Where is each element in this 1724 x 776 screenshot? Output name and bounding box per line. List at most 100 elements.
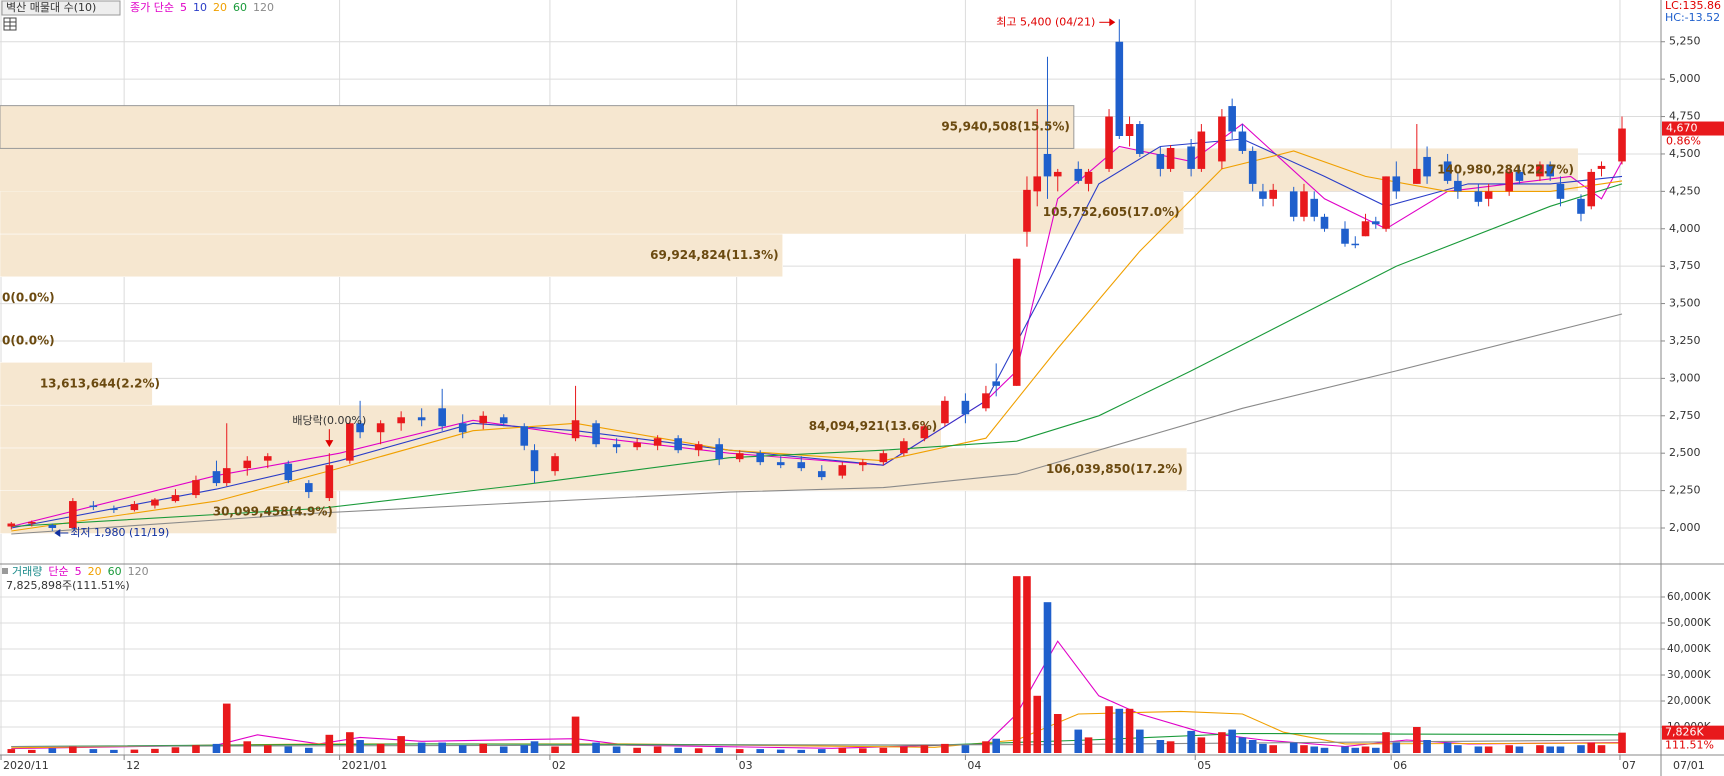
volume-ratio-label: 111.51% <box>1665 739 1714 752</box>
candle-body <box>592 423 600 445</box>
chart-title: 벽산 매물대 수(10) <box>6 1 96 14</box>
candle-body <box>776 462 785 466</box>
title-box <box>1 0 121 16</box>
volume-bar <box>1115 708 1124 753</box>
volume-bar <box>1382 732 1390 753</box>
band-layer <box>0 105 1578 534</box>
legend-entry: 120 <box>128 565 149 578</box>
volume-bar <box>110 749 118 753</box>
volume-bar <box>1341 746 1349 753</box>
candle-body <box>376 423 385 433</box>
candle-body <box>356 423 364 433</box>
candle-body <box>1597 165 1606 169</box>
volume-bar <box>499 746 508 753</box>
band-label: 69,924,824(11.3%) <box>650 248 779 262</box>
volume-bar <box>7 749 16 753</box>
candle-body <box>817 471 826 478</box>
candle-body <box>7 523 16 527</box>
legend-entry: 5 <box>75 565 82 578</box>
band-label: 30,099,458(4.9%) <box>213 505 333 519</box>
volume-bar <box>284 746 293 753</box>
candle-body <box>438 408 446 427</box>
volume-bar <box>530 741 539 753</box>
x-tick-label: 2020/11 <box>3 759 49 772</box>
volume-bar <box>458 745 467 753</box>
candle-body <box>346 423 354 461</box>
candle-body <box>838 465 847 476</box>
volume-bar <box>1484 746 1493 753</box>
volume-bar <box>1136 729 1144 753</box>
volume-bar <box>961 745 970 753</box>
volume-bar <box>263 745 272 753</box>
band-outline <box>0 105 1075 149</box>
low-annotation: 최저 1,980 (11/19) <box>70 526 169 539</box>
candle-body <box>397 417 405 424</box>
candle-body <box>571 420 580 439</box>
candle-body <box>417 417 426 421</box>
lc-label: LC:135.86 <box>1665 0 1721 12</box>
x-tick-label: 07 <box>1622 759 1636 772</box>
volume-bar <box>1392 742 1401 753</box>
volume-tag <box>1662 725 1724 740</box>
candle-body <box>1136 124 1144 154</box>
legend-entry: 5 <box>180 1 187 14</box>
volume-bar <box>715 747 723 753</box>
y-tick-label: 2,000 <box>1669 521 1701 534</box>
candle-body <box>151 499 159 506</box>
volume-bar <box>1454 745 1462 753</box>
candle-body <box>530 450 539 472</box>
candle-body <box>1454 180 1462 192</box>
volume-bar <box>1053 713 1062 753</box>
y-tick-label: 3,000 <box>1669 371 1701 384</box>
candle-body <box>28 522 36 524</box>
volume-bar <box>305 747 313 753</box>
x-tick-label: 06 <box>1393 759 1407 772</box>
ma-line <box>11 150 1623 532</box>
event-arrow-head <box>325 440 334 448</box>
candle-body <box>715 444 723 460</box>
candle-body <box>130 504 139 511</box>
volume-bar <box>1351 747 1360 753</box>
y-tick-label: 4,250 <box>1669 184 1701 197</box>
volume-bar <box>130 749 139 753</box>
volume-bar <box>1218 732 1226 753</box>
volume-tag-label: 7,826K <box>1665 726 1704 739</box>
candle-body <box>325 465 334 499</box>
volume-bar <box>356 739 364 753</box>
volume-bar <box>1023 576 1031 753</box>
candle-body <box>633 442 641 448</box>
volume-bar <box>879 747 888 753</box>
candle-body <box>1218 116 1226 162</box>
candle-body <box>1505 171 1513 192</box>
volume-bar <box>612 746 621 753</box>
legend-entry: 60 <box>108 565 122 578</box>
candle-body <box>1310 198 1319 217</box>
candle-body <box>1413 168 1421 184</box>
volume-bar <box>520 745 529 753</box>
candle-body <box>222 468 231 484</box>
volume-bar <box>171 747 180 753</box>
candle-body <box>1341 228 1349 244</box>
volume-bar <box>571 716 580 753</box>
legend-entry: 20 <box>88 565 102 578</box>
high-arrow-head <box>1109 18 1116 27</box>
volume-bar <box>1546 746 1554 753</box>
candle-body <box>263 456 272 461</box>
volume-bar <box>1248 739 1257 753</box>
ma-line <box>11 313 1623 535</box>
candle-body <box>900 441 908 454</box>
volume-bar <box>982 741 990 753</box>
y-tick-label: 3,500 <box>1669 297 1701 310</box>
candle-body <box>1125 124 1134 136</box>
volume-bar <box>1259 743 1267 753</box>
candle-body <box>941 400 949 424</box>
band-label: 105,752,605(17.0%) <box>1043 205 1180 219</box>
y-tick-label: 4,000 <box>1669 222 1701 235</box>
candle-body <box>1269 189 1277 199</box>
candle-body <box>243 460 252 469</box>
volume-bar <box>1238 737 1247 753</box>
legend-entry: 10 <box>193 1 207 14</box>
band-label: 140,980,284(22.7%) <box>1437 162 1574 176</box>
volume-bar <box>243 741 252 753</box>
